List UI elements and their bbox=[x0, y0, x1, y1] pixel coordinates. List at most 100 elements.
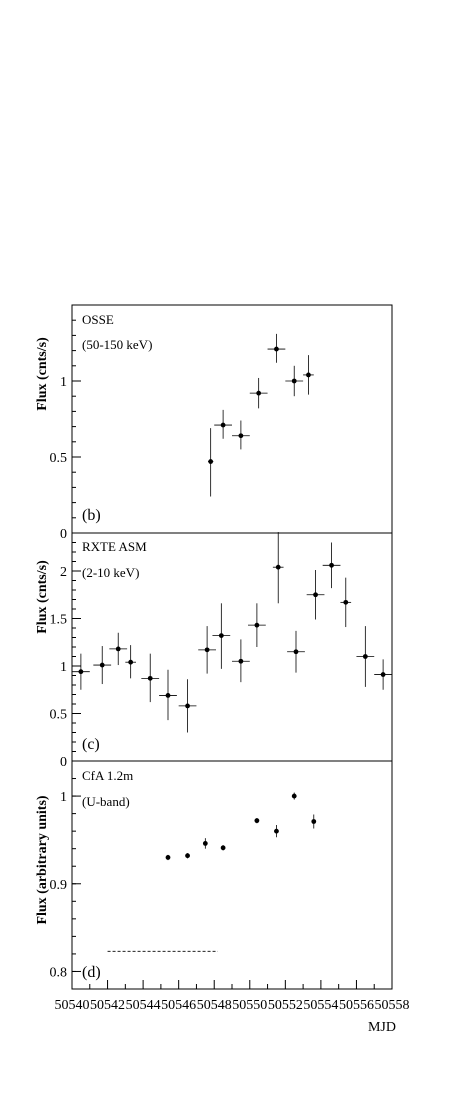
panel-c-data-point bbox=[109, 632, 128, 666]
panel-c-data-point bbox=[159, 669, 177, 721]
panel-b-data-point bbox=[232, 420, 250, 450]
panel-c-data-point bbox=[178, 679, 197, 733]
marker bbox=[238, 433, 244, 439]
panel-d-data-point bbox=[291, 792, 297, 800]
panel-d-band: (U-band) bbox=[82, 794, 130, 809]
panel-c-ytick-label: 2 bbox=[60, 565, 67, 580]
panel-b: Flux (cnts/s) OSSE (50-150 keV) (b) 0 0.5… bbox=[35, 304, 393, 542]
marker bbox=[313, 592, 318, 598]
panel-d-data-point bbox=[274, 825, 279, 838]
panel-d-data-point bbox=[165, 854, 171, 861]
panel-c-data-point bbox=[306, 570, 325, 620]
panel-d-y-axis: 0.8 0.9 1 bbox=[50, 778, 81, 980]
panel-c-ylabel: Flux (cnts/s) bbox=[35, 560, 50, 634]
panel-b-data-point bbox=[214, 409, 232, 439]
panel-d-instrument: CfA 1.2m bbox=[82, 768, 133, 783]
panel-c-data-point bbox=[141, 653, 160, 703]
panel-d-data-point bbox=[202, 838, 208, 849]
panel-c-ytick-label: 1.5 bbox=[50, 613, 68, 628]
marker bbox=[306, 372, 311, 378]
panel-d-ytick-label: 0.8 bbox=[50, 965, 68, 980]
x-tick-label: 50552 bbox=[268, 998, 303, 1013]
marker bbox=[238, 658, 244, 664]
panel-c-data-point bbox=[125, 645, 136, 679]
panel-d-data-point bbox=[185, 853, 190, 859]
panel-c-data-point bbox=[212, 603, 231, 669]
panel-b-ytick-label: 0.5 bbox=[50, 451, 68, 466]
x-tick-label: 50558 bbox=[375, 998, 410, 1013]
marker bbox=[208, 459, 214, 464]
marker bbox=[185, 703, 190, 709]
marker bbox=[99, 662, 105, 668]
panel-b-ytick-label: 1 bbox=[60, 375, 67, 390]
panel-d-ylabel: Flux (arbitrary units) bbox=[35, 795, 50, 924]
marker bbox=[343, 599, 349, 605]
panel-c-data bbox=[72, 532, 392, 733]
panel-c-data-point bbox=[287, 630, 305, 673]
panel-c-data-point bbox=[232, 639, 250, 683]
panel-c-instrument: RXTE ASM bbox=[82, 539, 147, 554]
marker bbox=[78, 669, 84, 675]
panel-b-band: (50-150 keV) bbox=[82, 337, 152, 352]
marker bbox=[380, 672, 386, 677]
x-axis: 50540 50542 50544 50546 50548 50550 50552 50554… bbox=[55, 980, 410, 1013]
panel-d-ytick-label: 0.9 bbox=[50, 878, 68, 893]
marker bbox=[275, 564, 281, 570]
panel-d-letter: (d) bbox=[82, 964, 101, 981]
panel-b-data-point bbox=[249, 377, 268, 409]
marker bbox=[254, 818, 260, 824]
marker bbox=[147, 675, 153, 681]
marker bbox=[274, 828, 279, 834]
x-tick-label: 50548 bbox=[197, 998, 232, 1013]
panel-c-ytick-label: 1 bbox=[60, 660, 67, 675]
panel-c-data-point bbox=[356, 626, 375, 687]
marker bbox=[165, 693, 171, 698]
marker bbox=[362, 654, 368, 659]
panel-c: Flux (cnts/s) RXTE ASM (2-10 keV) (c) 00… bbox=[35, 532, 393, 770]
marker bbox=[329, 562, 334, 568]
marker bbox=[185, 853, 190, 859]
x-tick-label: 50540 bbox=[55, 998, 90, 1013]
panel-c-ytick-label: 0 bbox=[60, 755, 67, 770]
panel-c-data-point bbox=[374, 659, 392, 690]
marker bbox=[311, 819, 317, 824]
panel-c-y-axis: 0 0.5 1 1.5 2 bbox=[50, 542, 81, 770]
panel-d-ytick-label: 1 bbox=[60, 790, 67, 805]
panel-c-data-point bbox=[340, 577, 352, 628]
panel-d-data-point bbox=[311, 814, 317, 829]
panel-c-data-point bbox=[248, 603, 266, 647]
marker bbox=[218, 633, 224, 638]
panel-c-letter: (c) bbox=[82, 736, 100, 753]
x-axis-label: MJD bbox=[368, 1020, 396, 1035]
panel-b-data-point bbox=[267, 333, 286, 363]
panel-c-ytick-label: 0.5 bbox=[50, 708, 68, 723]
x-tick-label: 50544 bbox=[126, 998, 161, 1013]
marker bbox=[293, 649, 299, 655]
x-tick-label: 50550 bbox=[232, 998, 267, 1013]
marker bbox=[291, 793, 297, 799]
marker bbox=[254, 622, 260, 628]
marker bbox=[220, 422, 226, 428]
panel-c-data-point bbox=[198, 626, 216, 674]
marker bbox=[256, 390, 262, 396]
x-tick-label: 50554 bbox=[303, 998, 338, 1013]
panel-d-data-point bbox=[254, 818, 260, 824]
marker bbox=[291, 378, 297, 384]
panel-b-ylabel: Flux (cnts/s) bbox=[35, 337, 50, 411]
panel-d-data bbox=[107, 792, 317, 952]
marker bbox=[128, 659, 134, 665]
marker bbox=[115, 646, 121, 652]
x-tick-label: 50546 bbox=[161, 998, 196, 1013]
panel-b-data-point bbox=[303, 355, 314, 395]
panel-c-data-point bbox=[272, 532, 284, 604]
panel-b-data bbox=[208, 333, 314, 497]
panel-b-letter: (b) bbox=[82, 507, 101, 524]
panel-b-instrument: OSSE bbox=[82, 312, 114, 327]
panel-d-data-point bbox=[220, 845, 226, 851]
marker bbox=[274, 346, 279, 352]
panel-d: Flux (arbitrary units) CfA 1.2m (U-band)… bbox=[35, 760, 410, 1035]
panel-c-data-point bbox=[72, 653, 90, 690]
panel-c-data-point bbox=[322, 542, 341, 589]
marker bbox=[165, 855, 171, 860]
panel-b-ytick-label: 0 bbox=[60, 527, 67, 542]
